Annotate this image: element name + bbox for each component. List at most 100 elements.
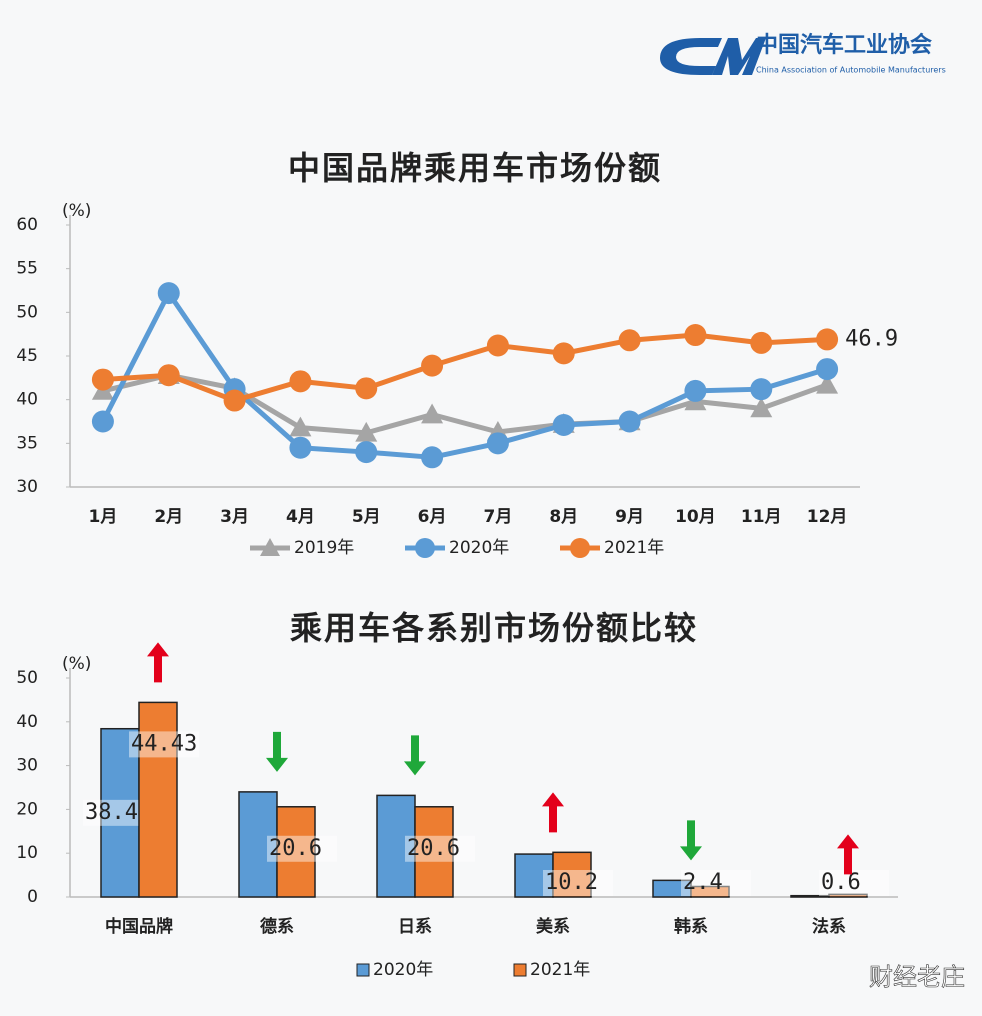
- legend-label: 2020年: [449, 538, 509, 558]
- change-arrow: [147, 642, 169, 683]
- data-label-bg: [405, 835, 475, 862]
- point: [750, 378, 773, 401]
- point: [552, 342, 575, 365]
- x-tick-label: 日系: [398, 917, 432, 937]
- x-tick-label: 4月: [286, 507, 315, 527]
- y-tick-label: 10: [16, 843, 38, 863]
- bar: [276, 806, 316, 898]
- data-label: 0.6: [821, 870, 861, 895]
- watermark: 财经老庄: [869, 963, 965, 991]
- bar: [100, 727, 140, 898]
- point: [157, 364, 180, 387]
- change-arrow: [837, 834, 859, 875]
- data-label-bg: [543, 870, 613, 896]
- point: [421, 446, 444, 469]
- point: [618, 410, 641, 433]
- data-label-bg: [267, 835, 337, 862]
- x-tick-label: 1月: [88, 507, 117, 527]
- x-tick-label: 韩系: [674, 916, 708, 937]
- x-tick-label: 12月: [807, 507, 848, 527]
- point: [486, 334, 509, 357]
- data-label: 10.2: [545, 870, 598, 895]
- point: [421, 354, 444, 377]
- x-tick-label: 11月: [741, 507, 782, 527]
- data-label: 2.4: [683, 870, 723, 895]
- y-tick-label: 45: [16, 346, 38, 366]
- legend-label: 2019年: [294, 538, 354, 558]
- series-line: [102, 372, 828, 436]
- x-tick-label: 3月: [220, 507, 249, 527]
- point: [289, 436, 312, 459]
- point: [355, 441, 378, 464]
- x-tick-label: 7月: [483, 507, 512, 527]
- data-label: 44.43: [131, 731, 197, 756]
- legend-marker: [415, 538, 435, 558]
- x-tick-label: 5月: [352, 507, 381, 527]
- y-tick-label: 55: [16, 259, 38, 279]
- x-tick-label: 法系: [812, 916, 846, 937]
- y-tick-label: 50: [16, 668, 38, 688]
- point: [684, 324, 707, 347]
- change-arrow: [680, 820, 702, 861]
- y-axis-label: (%): [62, 654, 91, 674]
- bar: [238, 791, 278, 898]
- y-tick-label: 20: [16, 799, 38, 819]
- point: [618, 329, 641, 352]
- point: [355, 421, 378, 442]
- x-tick-label: 2月: [154, 507, 183, 527]
- y-tick-label: 50: [16, 302, 38, 322]
- y-tick-label: 0: [27, 887, 38, 907]
- legend-label: 2021年: [530, 960, 590, 980]
- organization: 中国汽车工业协会: [756, 32, 932, 58]
- bar: [376, 794, 416, 898]
- point: [223, 389, 246, 412]
- x-tick-label: 8月: [549, 507, 578, 527]
- data-label-bg: [129, 731, 199, 758]
- data-label: 46.9: [845, 326, 898, 351]
- x-tick-label: 9月: [615, 507, 644, 527]
- y-axis-label: (%): [62, 201, 91, 221]
- point: [289, 370, 312, 393]
- x-tick-label: 美系: [536, 916, 570, 937]
- point: [552, 413, 575, 436]
- legend-swatch: [513, 963, 527, 977]
- x-tick-label: 10月: [675, 507, 716, 527]
- x-tick-label: 6月: [418, 507, 447, 527]
- chart-title: 乘用车各系别市场份额比较: [290, 609, 698, 647]
- point: [289, 416, 312, 437]
- y-tick-label: 35: [16, 433, 38, 453]
- point: [816, 358, 839, 381]
- legend-marker: [260, 538, 280, 556]
- bar: [690, 885, 730, 898]
- legend-marker: [570, 538, 590, 558]
- chart-title: 中国品牌乘用车市场份额: [288, 149, 662, 187]
- point: [157, 282, 180, 305]
- point: [355, 377, 378, 400]
- point: [816, 373, 839, 394]
- y-tick-label: 60: [16, 215, 38, 235]
- logo: 中国汽车工业协会 China Association of Automobile…: [660, 32, 946, 75]
- change-arrow: [404, 735, 426, 776]
- x-tick-label: 德系: [260, 916, 294, 937]
- change-arrow: [266, 731, 288, 772]
- bar: [828, 893, 868, 898]
- data-label-bg: [681, 870, 751, 896]
- legend-label: 2021年: [604, 538, 664, 558]
- data-label: 20.6: [269, 836, 322, 861]
- series-line: [100, 290, 828, 460]
- point: [486, 432, 509, 455]
- point: [750, 331, 773, 354]
- point: [91, 410, 114, 433]
- x-tick-label: 中国品牌: [105, 916, 173, 937]
- y-tick-label: 40: [16, 390, 38, 410]
- y-tick-label: 40: [16, 712, 38, 732]
- bar: [552, 851, 592, 898]
- data-label-bg: [819, 870, 889, 896]
- legend-swatch: [356, 963, 370, 977]
- point: [421, 403, 444, 424]
- point: [91, 368, 114, 391]
- series-line: [102, 332, 828, 404]
- point: [684, 379, 707, 402]
- bar: [138, 701, 178, 898]
